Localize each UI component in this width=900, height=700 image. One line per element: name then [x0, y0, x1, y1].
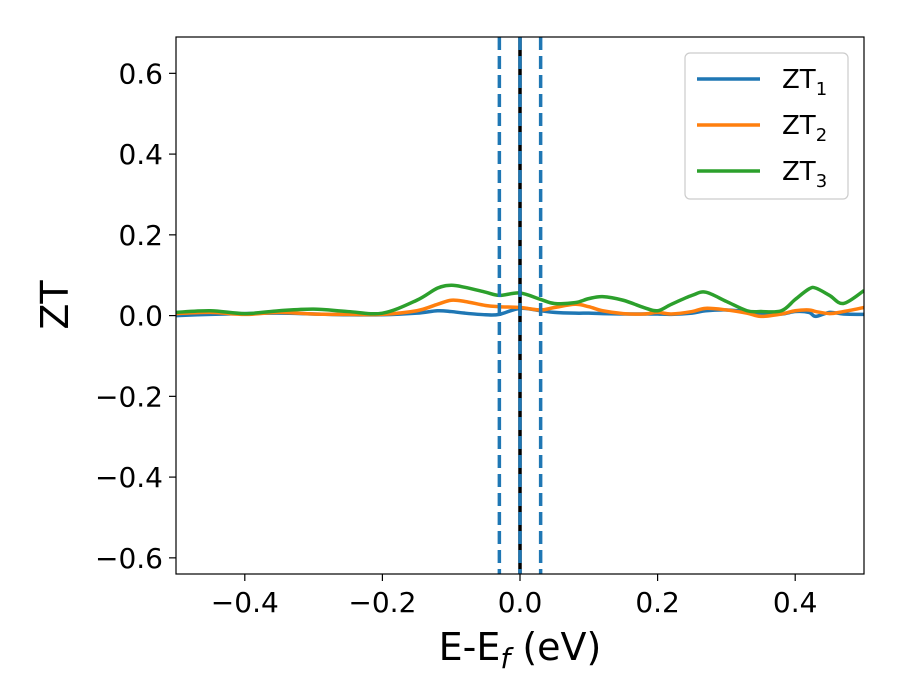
series-layer [176, 283, 864, 319]
y-tick-label: 0.0 [118, 300, 163, 333]
legend-label-zt3: ZT3 [782, 157, 827, 192]
x-ticks: −0.4 −0.2 0.0 0.2 0.4 [211, 574, 818, 619]
legend-label-base: ZT [782, 65, 816, 95]
legend-label-subscript: 1 [816, 79, 827, 100]
legend-label-zt1: ZT1 [782, 65, 827, 100]
y-ticks: −0.6 −0.4 −0.2 0.0 0.2 0.4 0.6 [95, 57, 176, 575]
x-tick-label: −0.2 [348, 586, 416, 619]
y-tick-label: −0.4 [95, 461, 163, 494]
legend-box [684, 52, 849, 200]
vertical-lines [497, 37, 543, 574]
legend-label-subscript: 2 [816, 125, 827, 146]
series-line-zt3 [176, 283, 864, 316]
x-axis-label-base: E-E [439, 625, 501, 669]
x-tick-label: 0.4 [773, 586, 818, 619]
y-tick-label: 0.6 [118, 57, 163, 90]
y-tick-label: −0.6 [95, 542, 163, 575]
x-axis-label: E-Ef (eV) [439, 625, 602, 675]
legend-label-subscript: 3 [816, 171, 827, 192]
legend-label-zt2: ZT2 [782, 111, 827, 146]
x-tick-label: −0.4 [211, 586, 279, 619]
y-tick-label: 0.4 [118, 138, 163, 171]
x-tick-label: 0.2 [635, 586, 680, 619]
y-tick-label: 0.2 [118, 219, 163, 252]
legend-label-base: ZT [782, 111, 816, 141]
y-axis-label: ZT [33, 280, 77, 330]
legend-label-base: ZT [782, 157, 816, 187]
x-axis-label-unit: (eV) [510, 625, 601, 669]
y-tick-label: −0.2 [95, 380, 163, 413]
x-tick-label: 0.0 [498, 586, 543, 619]
